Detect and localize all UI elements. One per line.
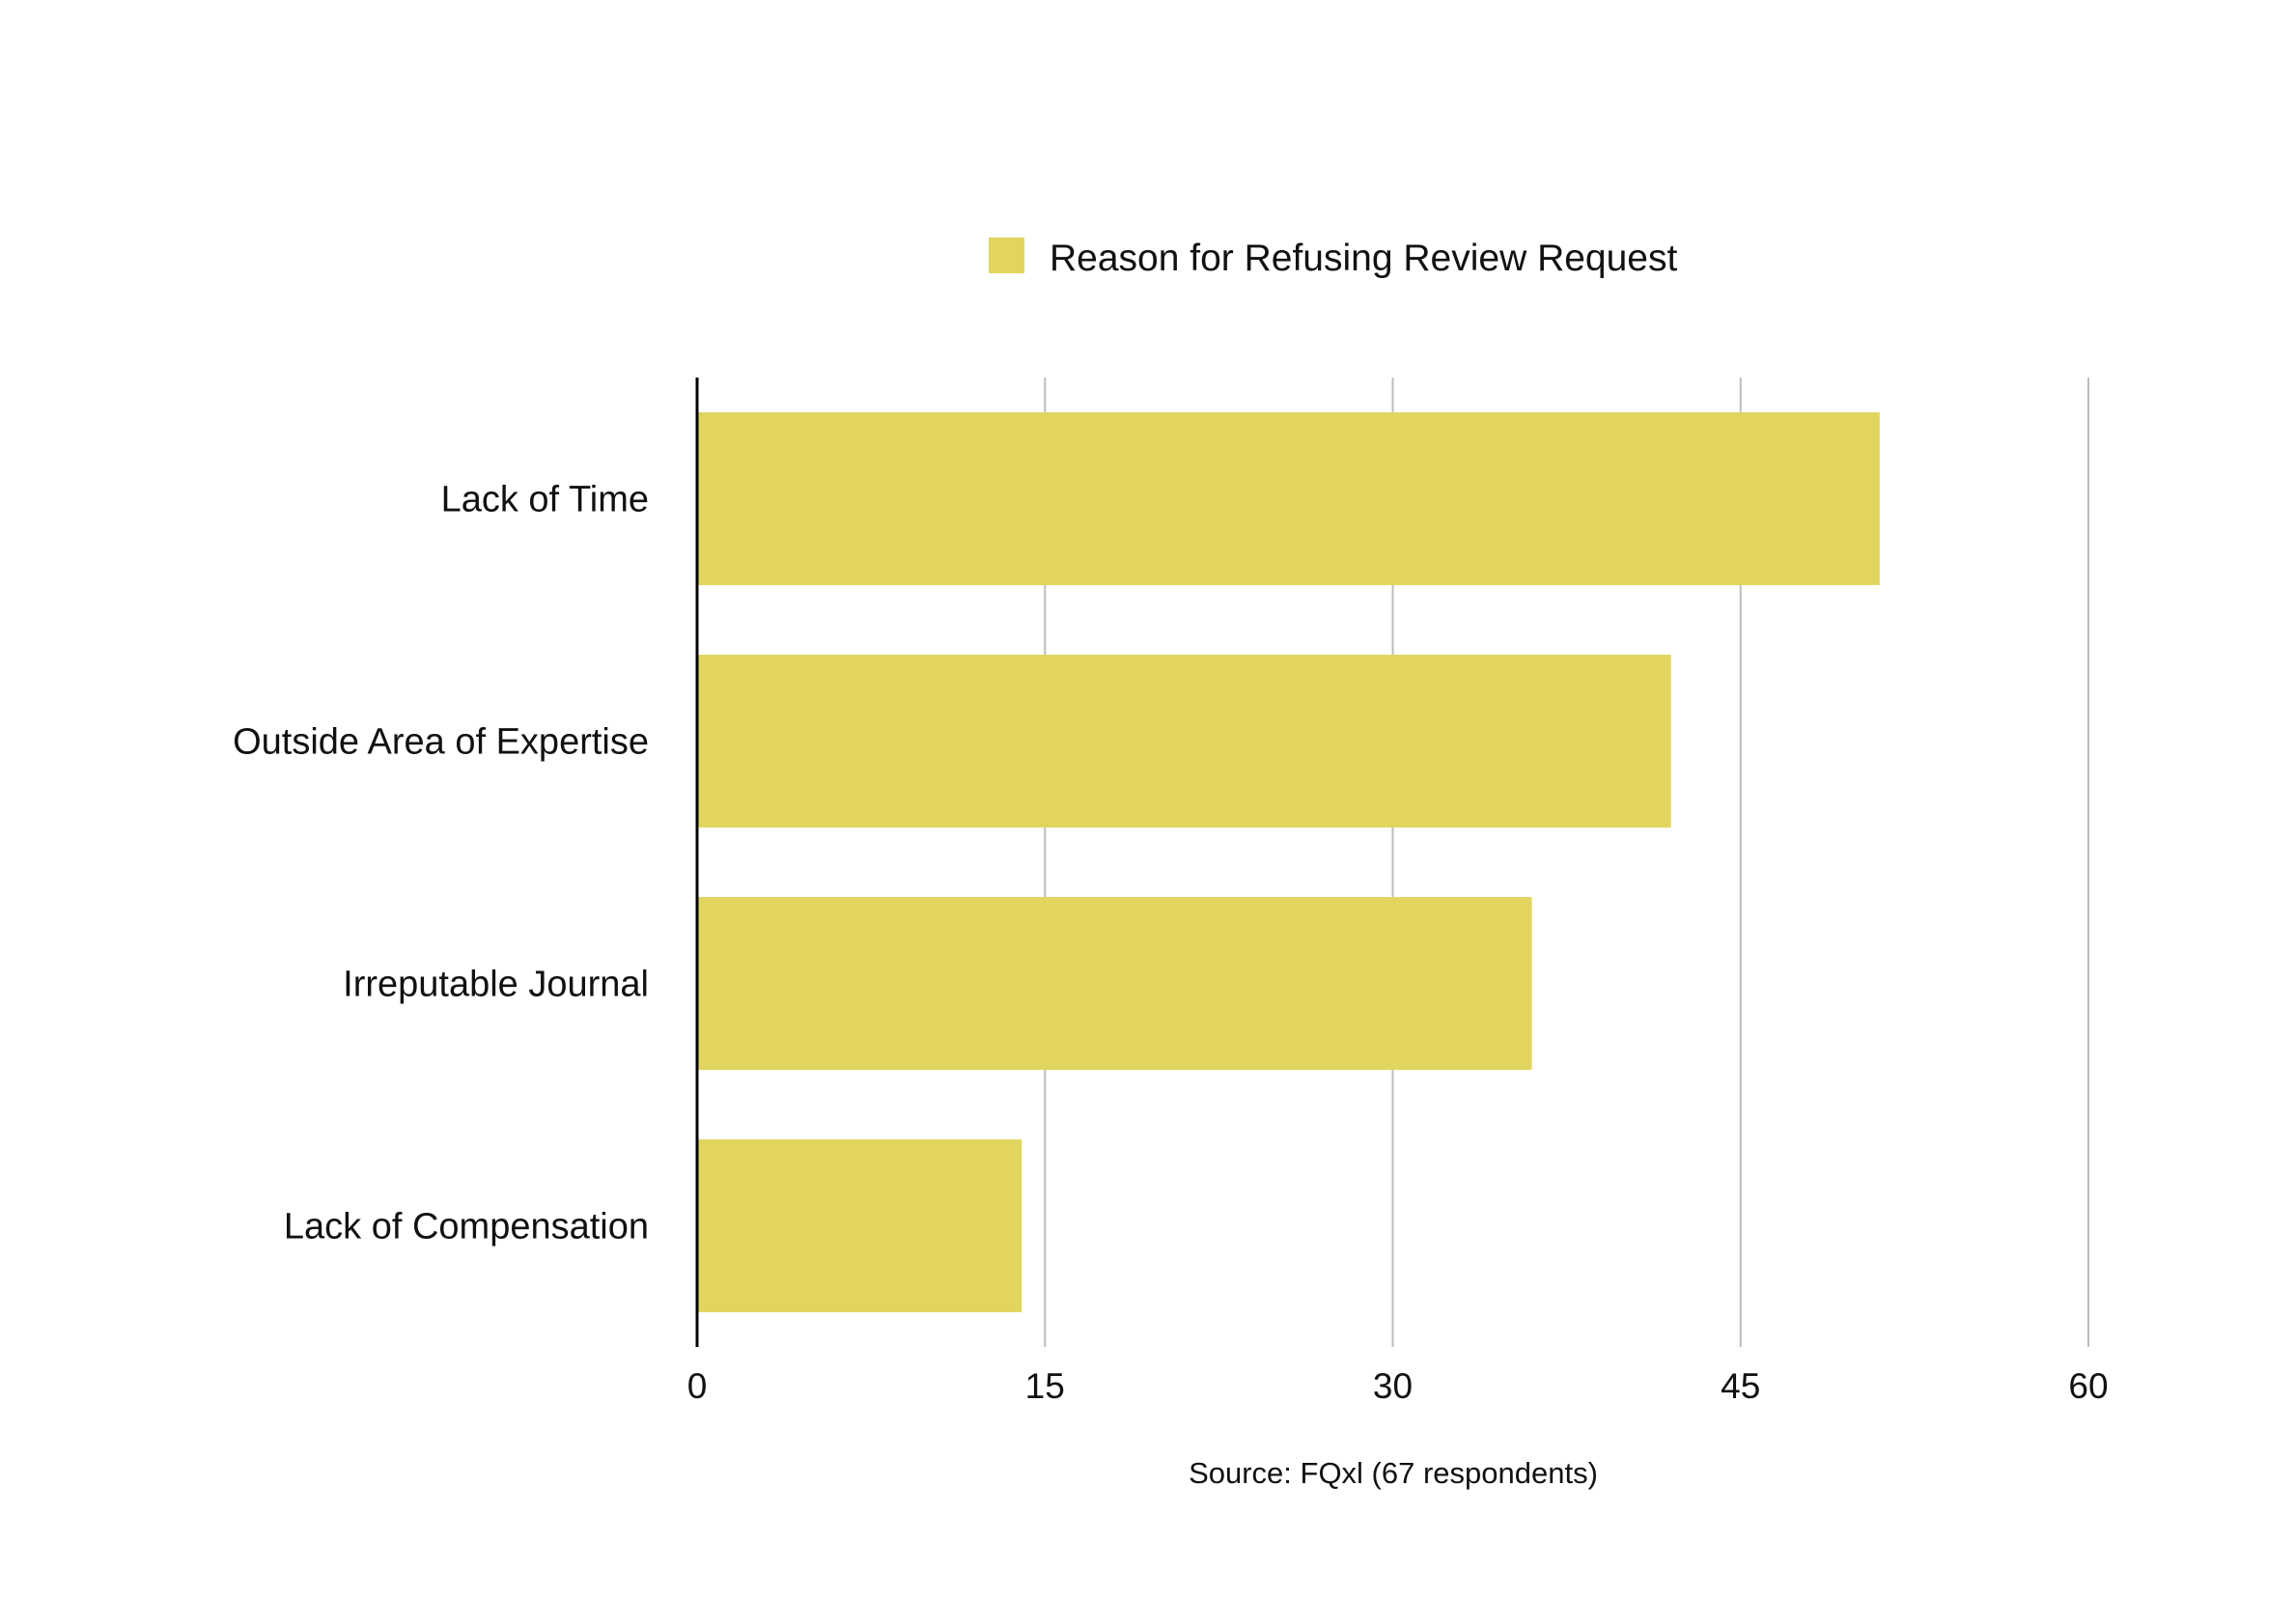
bar-layer [697, 412, 1880, 1312]
source-note: Source: FQxl (67 respondents) [1189, 1456, 1598, 1490]
category-labels: Lack of Time Outside Area of Expertise Irr… [233, 480, 649, 1248]
category-label: Irreputable Journal [343, 965, 649, 1005]
x-tick-label: 0 [687, 1366, 708, 1406]
x-axis-tick-labels: 0 15 30 45 60 [687, 1366, 2109, 1406]
bar [697, 655, 1671, 828]
legend: Reason for Refusing Review Request [989, 238, 1678, 279]
x-tick-label: 15 [1025, 1366, 1065, 1406]
x-tick-label: 45 [1721, 1366, 1760, 1406]
bar [697, 412, 1880, 585]
legend-label: Reason for Refusing Review Request [1050, 238, 1678, 279]
category-label: Outside Area of Expertise [233, 722, 649, 763]
x-tick-label: 60 [2068, 1366, 2108, 1406]
x-tick-label: 30 [1373, 1366, 1413, 1406]
category-label: Lack of Compensation [284, 1207, 649, 1248]
legend-swatch [989, 238, 1024, 273]
bar [697, 1139, 1022, 1312]
bar [697, 897, 1532, 1070]
category-label: Lack of Time [441, 480, 649, 520]
